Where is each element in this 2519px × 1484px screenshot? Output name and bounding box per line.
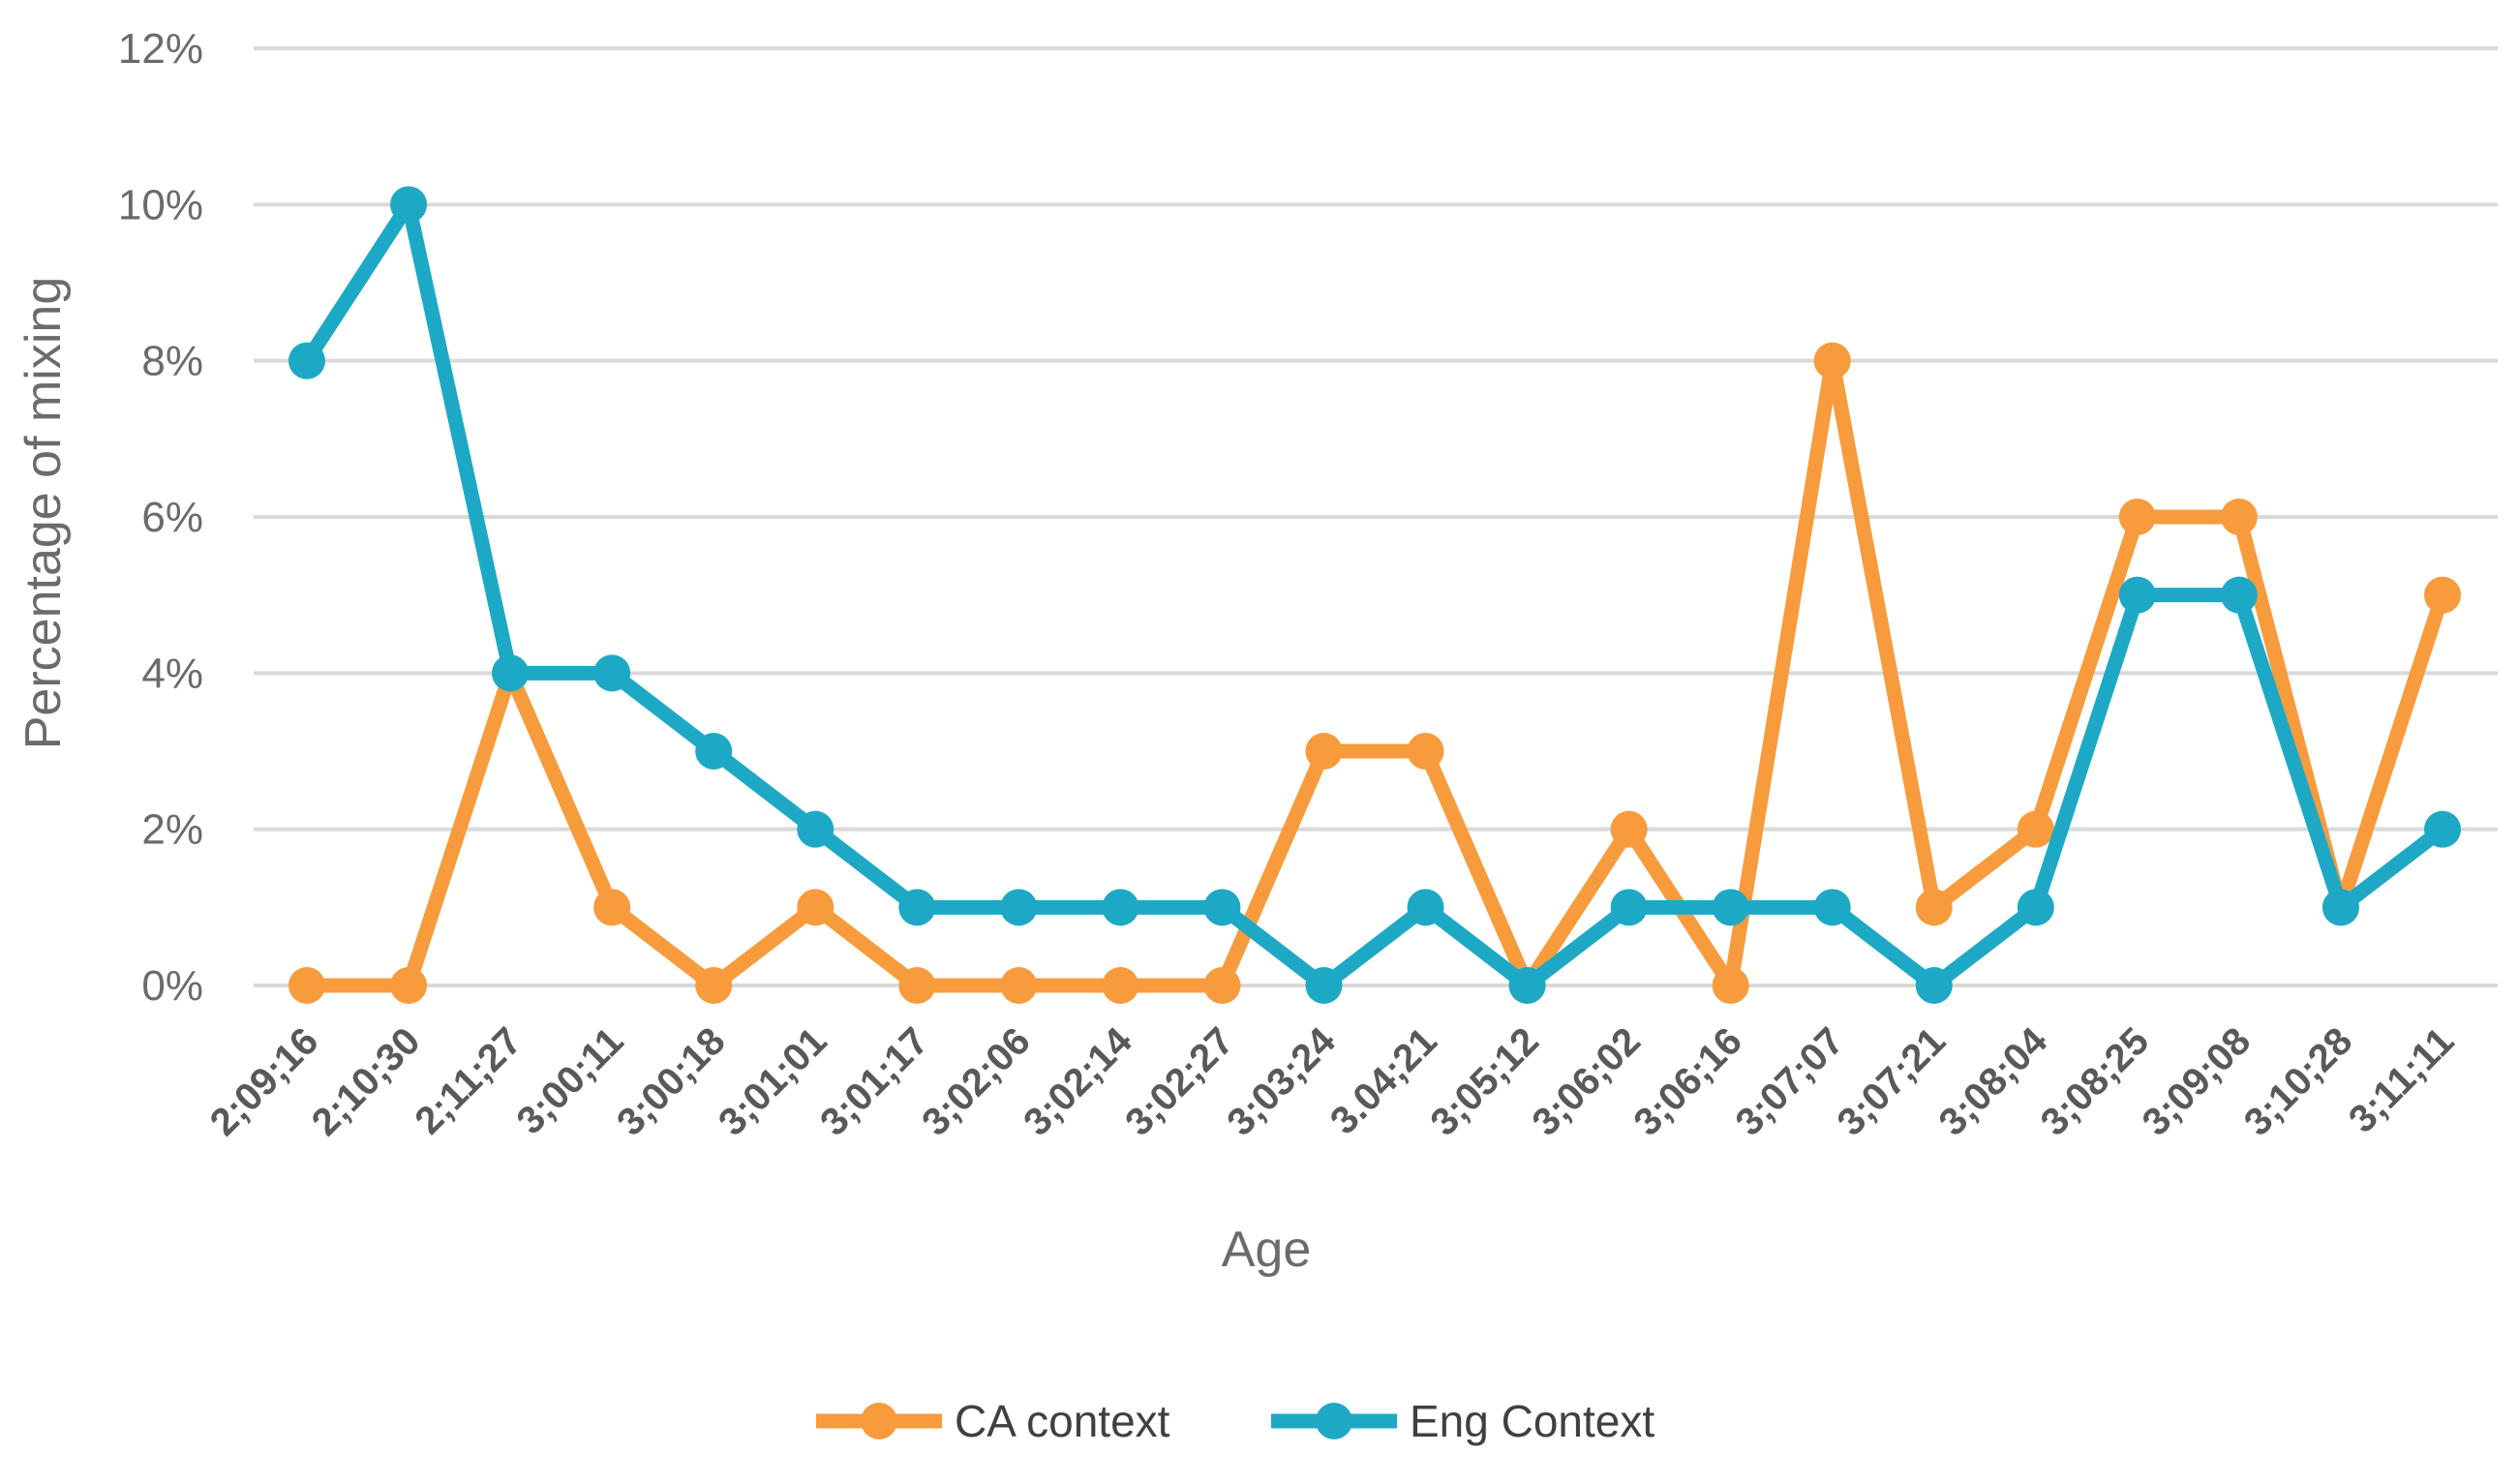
y-axis-title: Percentage of mixing [15, 277, 72, 750]
x-tick-label: 3;07;07 [1727, 1019, 1852, 1144]
data-point [1102, 889, 1139, 926]
data-point [593, 889, 631, 926]
data-point [2220, 576, 2258, 614]
x-tick-label: 3;08;04 [1931, 1019, 2056, 1144]
data-point [1813, 889, 1851, 926]
data-point [898, 967, 936, 1004]
series-lines [288, 186, 2461, 1004]
x-tick-label: 3;02;14 [1016, 1019, 1140, 1144]
y-tick-label: 8% [141, 338, 203, 385]
legend-item: Eng Context [1271, 1396, 1654, 1446]
data-point [2424, 576, 2461, 614]
x-tick-label: 2;09;16 [202, 1019, 327, 1144]
y-axis-ticks: 0% 2% 4% 6% 8% 10% 12% [118, 25, 203, 1010]
data-point [390, 967, 428, 1004]
x-tick-label: 3;09;08 [2135, 1019, 2260, 1144]
series-line [299, 197, 2450, 993]
x-tick-label: 3;06;16 [1625, 1019, 1750, 1144]
data-point [695, 733, 733, 770]
data-point [1610, 810, 1648, 848]
legend-label: CA context [955, 1396, 1170, 1446]
y-tick-label: 2% [141, 806, 203, 854]
series-line [299, 353, 2450, 993]
x-tick-label: 3;01;01 [711, 1019, 835, 1144]
data-point [1508, 967, 1546, 1004]
data-point [695, 967, 733, 1004]
legend-label: Eng Context [1410, 1396, 1654, 1446]
x-tick-label: 2;11;27 [407, 1019, 530, 1142]
y-tick-label: 12% [118, 25, 203, 73]
x-tick-label: 3;00;18 [609, 1019, 734, 1144]
data-point [1203, 889, 1241, 926]
y-tick-label: 4% [141, 650, 203, 697]
data-point [797, 889, 835, 926]
data-point [2017, 889, 2054, 926]
y-tick-label: 0% [141, 962, 203, 1010]
data-point [898, 889, 936, 926]
data-point [1407, 733, 1444, 770]
data-point [2424, 810, 2461, 848]
y-tick-label: 10% [118, 181, 203, 228]
legend-swatch-marker [1316, 1403, 1352, 1439]
x-tick-label: 3;11;11 [2341, 1019, 2462, 1140]
data-point [2118, 576, 2156, 614]
x-tick-label: 3;00;11 [508, 1019, 631, 1142]
data-point [1915, 889, 1953, 926]
legend-swatch-marker [861, 1403, 897, 1439]
x-tick-label: 3;03;24 [1219, 1019, 1344, 1144]
legend-item: CA context [816, 1396, 1170, 1446]
x-axis-ticks: 2;09;162;10;302;11;273;00;113;00;183;01;… [202, 1019, 2463, 1144]
x-tick-label: 3;07;21 [1830, 1019, 1955, 1144]
data-point [288, 342, 325, 379]
data-point [1305, 967, 1343, 1004]
data-point [492, 654, 530, 692]
data-point [288, 967, 325, 1004]
x-tick-label: 3;01;17 [812, 1019, 937, 1144]
data-point [2220, 499, 2258, 535]
data-point [1813, 342, 1851, 379]
data-point [1712, 967, 1749, 1004]
data-point [593, 654, 631, 692]
data-point [1610, 889, 1648, 926]
legend: CA context Eng Context [816, 1396, 1654, 1446]
data-point [2322, 889, 2359, 926]
data-point [1407, 889, 1444, 926]
data-point [390, 186, 428, 224]
data-point [1102, 967, 1139, 1004]
data-point [797, 810, 835, 848]
x-tick-label: 3;08;25 [2033, 1019, 2158, 1144]
series-2 [288, 186, 2461, 1004]
data-point [2017, 810, 2054, 848]
data-point [1305, 733, 1343, 770]
x-tick-label: 2;10;30 [304, 1019, 429, 1144]
x-tick-label: 3;02;06 [914, 1019, 1039, 1144]
data-point [1712, 889, 1749, 926]
x-tick-label: 3;10;28 [2236, 1019, 2361, 1144]
x-axis-title: Age [1222, 1222, 1312, 1278]
y-tick-label: 6% [141, 494, 203, 541]
x-tick-label: 3;06;02 [1524, 1019, 1649, 1144]
data-point [1000, 889, 1038, 926]
data-point [1000, 967, 1038, 1004]
data-point [1203, 967, 1241, 1004]
x-tick-label: 3.04;21 [1322, 1019, 1445, 1142]
x-tick-label: 3;02;27 [1117, 1019, 1242, 1144]
x-tick-label: 3;05;12 [1422, 1019, 1547, 1144]
data-point [1915, 967, 1953, 1004]
data-point [2118, 499, 2156, 535]
